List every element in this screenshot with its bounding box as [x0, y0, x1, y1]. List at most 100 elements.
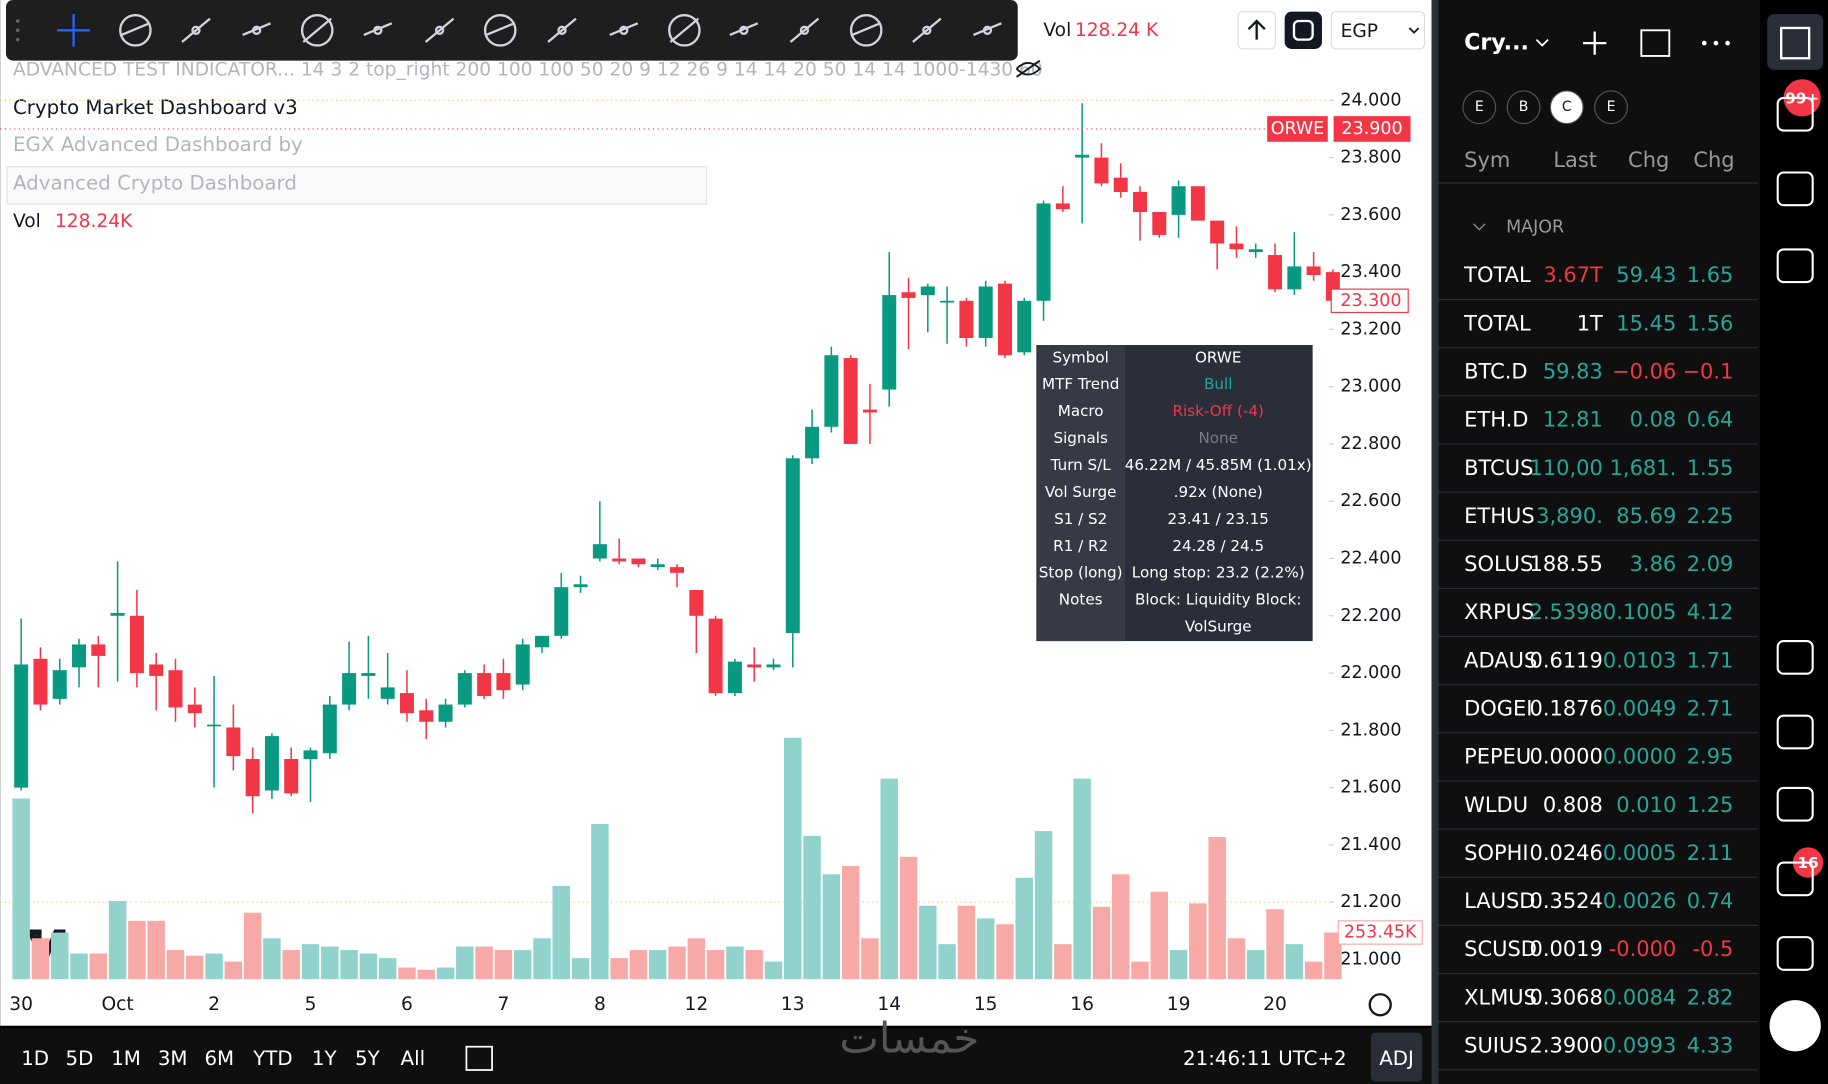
- info-label: Symbol: [1052, 348, 1108, 366]
- range-button[interactable]: All: [401, 1047, 426, 1070]
- settings-icon[interactable]: [1368, 993, 1392, 1017]
- replay-button[interactable]: [1284, 11, 1322, 49]
- candle-body: [901, 292, 916, 298]
- sidebar-icon[interactable]: [1776, 248, 1814, 284]
- candle-body: [708, 618, 723, 694]
- chevron[interactable]: [1535, 39, 1549, 47]
- volume-bar: [301, 944, 320, 980]
- range-button[interactable]: 5Y: [355, 1047, 381, 1070]
- volume-bar: [398, 967, 416, 980]
- candle-body: [689, 590, 704, 616]
- hide-icon[interactable]: [1015, 59, 1042, 78]
- tool-icon[interactable]: [849, 13, 883, 47]
- change-pct: −0.1: [1682, 360, 1733, 384]
- x-tick-label: 19: [1167, 994, 1191, 1015]
- range-button[interactable]: 6M: [204, 1047, 234, 1070]
- more-icon[interactable]: [1713, 40, 1719, 46]
- sidebar-icon[interactable]: [1776, 936, 1814, 971]
- y-tick-label: 22.200: [1340, 606, 1401, 626]
- info-value: Block: Liquidity Block:: [1135, 591, 1302, 609]
- tool-icon[interactable]: [483, 13, 517, 47]
- info-value: Risk-Off (-4): [1173, 402, 1264, 420]
- filter-pill[interactable]: [1594, 90, 1628, 125]
- filter-label: C: [1562, 99, 1572, 115]
- x-tick-label: 2: [208, 994, 220, 1015]
- tool-icon[interactable]: [191, 25, 201, 35]
- candle-body: [747, 664, 762, 668]
- x-tick-label: 6: [401, 994, 413, 1015]
- watchlist-button[interactable]: [1767, 13, 1824, 70]
- tool-icon[interactable]: [557, 25, 567, 35]
- filter-pill[interactable]: [1549, 90, 1584, 125]
- last-price: 188.55: [1529, 552, 1602, 576]
- info-value: None: [1198, 429, 1238, 447]
- dashboard-legend: EGX Advanced Dashboard by: [13, 133, 303, 156]
- more-button[interactable]: [1769, 1000, 1821, 1052]
- candle-body: [1210, 220, 1225, 244]
- change-pct: 1.55: [1687, 456, 1734, 480]
- range-button[interactable]: YTD: [252, 1047, 292, 1070]
- candle-body: [110, 612, 125, 616]
- last-price: 0.0019: [1529, 937, 1602, 961]
- candle-body: [843, 358, 858, 444]
- info-label: Notes: [1059, 591, 1103, 609]
- filter-pill[interactable]: [1506, 90, 1541, 125]
- volume-bar: [687, 938, 706, 980]
- volume-bar: [919, 905, 937, 980]
- candle-body: [477, 673, 492, 696]
- more-icon[interactable]: [1725, 40, 1730, 46]
- range-button[interactable]: 1M: [111, 1047, 141, 1070]
- sidebar-icon[interactable]: [1776, 96, 1814, 132]
- column-header: Chg: [1693, 148, 1734, 172]
- volume-bar: [186, 955, 204, 980]
- range-button[interactable]: 1D: [21, 1047, 49, 1070]
- y-tick-label: 21.600: [1340, 778, 1401, 798]
- range-button[interactable]: 1Y: [312, 1047, 338, 1070]
- more-icon[interactable]: [1701, 40, 1707, 46]
- last-price: 0.3524: [1529, 889, 1602, 913]
- info-value: .92x (None): [1174, 483, 1263, 501]
- adj-button[interactable]: [1370, 1032, 1423, 1082]
- bottom-bar: [0, 1028, 1432, 1084]
- tool-icon[interactable]: [300, 13, 334, 47]
- candle-body: [612, 558, 627, 562]
- tool-icon[interactable]: [434, 25, 445, 35]
- sidebar-icon[interactable]: [1776, 640, 1814, 675]
- sidebar-icon[interactable]: [1776, 171, 1814, 207]
- sidebar-icon[interactable]: [1776, 786, 1814, 822]
- filter-pill[interactable]: [1462, 90, 1497, 125]
- y-tick-label: 23.800: [1340, 148, 1401, 168]
- tool-icon[interactable]: [57, 13, 90, 47]
- section-chevron[interactable]: [1473, 223, 1486, 231]
- candle-body: [419, 710, 434, 722]
- sidebar-icon[interactable]: [1776, 861, 1814, 897]
- last-price: 0.0000: [1529, 745, 1602, 769]
- sidebar-icon[interactable]: [1776, 714, 1814, 750]
- candle-body: [1190, 186, 1205, 221]
- tool-icon[interactable]: [668, 13, 701, 47]
- volume-bar: [899, 856, 918, 980]
- volume-bar: [861, 938, 879, 980]
- add-icon[interactable]: [1583, 31, 1607, 55]
- change-pct: -0.5: [1692, 937, 1733, 961]
- candle-body: [91, 644, 106, 656]
- y-tick-label: 23.400: [1340, 262, 1401, 282]
- tool-icon[interactable]: [922, 25, 932, 35]
- candle-body: [592, 544, 607, 559]
- volume-bar: [494, 950, 513, 980]
- volume-bar: [726, 946, 744, 980]
- change: 0.0005: [1603, 841, 1676, 865]
- watchlist-icon: [1780, 26, 1811, 60]
- range-button[interactable]: 3M: [158, 1047, 188, 1070]
- layout-icon[interactable]: [1640, 29, 1671, 57]
- currency-select[interactable]: [1330, 11, 1426, 50]
- tool-icon: [669, 17, 700, 43]
- range-button[interactable]: 5D: [66, 1047, 94, 1070]
- volume-bar: [1208, 836, 1226, 980]
- tool-icon[interactable]: [119, 13, 152, 47]
- tool-icon[interactable]: [799, 25, 810, 35]
- volume-bar: [1169, 950, 1188, 980]
- date-range-icon[interactable]: [465, 1045, 493, 1071]
- volume-bar: [1150, 891, 1169, 980]
- drag-handle: [15, 28, 20, 33]
